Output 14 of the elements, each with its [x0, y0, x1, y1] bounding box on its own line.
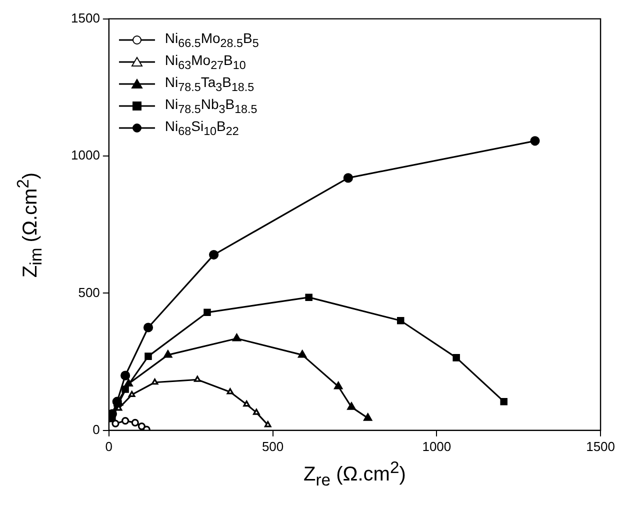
y-tick-label: 1500 — [71, 10, 100, 26]
x-tick-label: 1500 — [586, 438, 615, 454]
x-tick-label: 500 — [262, 438, 284, 454]
y-tick-label: 0 — [92, 422, 100, 437]
legend-label: Ni$_{78.5}$Ta$_{3}$B$_{18.5}$ — [164, 74, 254, 94]
legend-label: Ni$_{63}$Mo$_{27}$B$_{10}$ — [164, 52, 246, 72]
y-tick-label: 1000 — [71, 148, 100, 163]
legend-label: Ni$_{78.5}$Nb$_{3}$B$_{18.5}$ — [164, 96, 258, 116]
x-axis-title: Z$_{re}$ (Ω.cm$^{2}$) — [302, 458, 407, 492]
legend-label: Ni$_{68}$Si$_{10}$B$_{22}$ — [164, 118, 239, 138]
x-tick-label: 1000 — [422, 438, 452, 454]
y-tick-label: 500 — [78, 284, 100, 300]
x-tick-label: 0 — [105, 438, 113, 454]
legend-label: Ni$_{66.5}$Mo$_{28.5}$B$_{5}$ — [164, 30, 259, 50]
